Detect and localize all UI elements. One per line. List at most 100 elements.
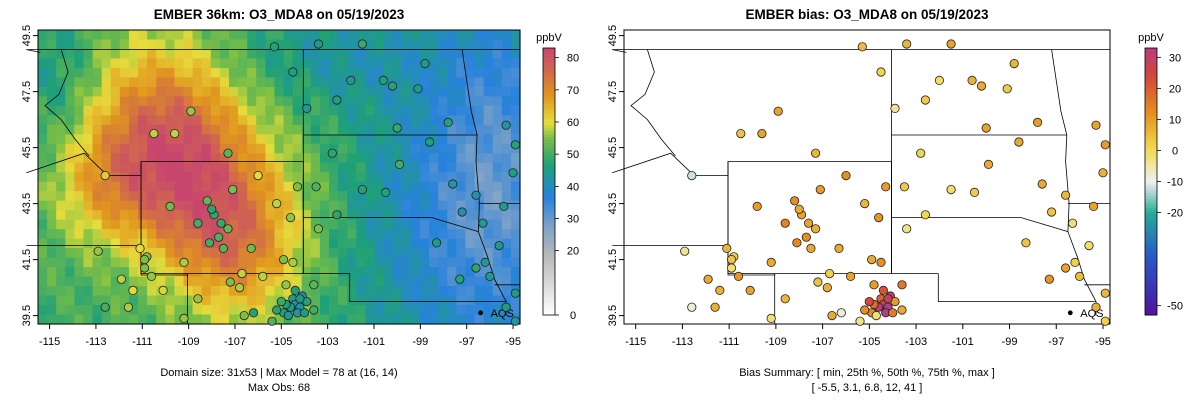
left-station-marker [128,285,138,295]
right-station-marker [857,42,867,52]
left-station-marker [387,81,398,91]
right-station-marker [1009,58,1019,69]
left-station-marker [292,182,303,192]
right-station-marker [860,305,870,315]
left-station-marker [392,123,402,133]
right-station-marker [876,67,886,77]
right-station-marker [876,257,886,267]
right-x-tick-label: -99 [1002,336,1018,348]
right-station-marker [834,243,844,253]
left-station-marker [295,294,305,304]
left-station-marker [223,148,233,158]
left-station-marker [455,274,465,284]
left-colorbar-frame [542,47,556,316]
right-station-marker [1084,241,1094,251]
left-station-marker [170,129,180,139]
right-title: EMBER bias: O3_MDA8 on 05/19/2023 [745,7,989,22]
left-station-marker [480,257,490,267]
right-station-marker [969,187,980,197]
right-station-marker [1100,140,1110,150]
left-x-tick-label: -99 [412,336,428,348]
left-footer-maxobs: Max Obs: 68 [248,382,310,394]
right-station-marker [902,224,912,234]
right-y-tick-label: 45.5 [607,137,619,158]
left-station-marker [207,204,217,214]
right-y-tick-label: 39.5 [607,305,619,326]
right-map-panel: -115 -113 -111 -109 -107 -105 -103 -101 -99 -97 -9… [607,25,1111,348]
left-station-marker [510,140,521,150]
left-station-marker [313,224,323,234]
left-x-tick-label: -109 [178,336,200,348]
right-x-tick-label: -111 [719,336,739,348]
right-station-marker [1037,179,1047,189]
left-station-marker [288,257,298,267]
left-station-marker [216,218,226,228]
right-station-marker [1047,207,1057,217]
right-station-markers [680,39,1110,326]
left-station-marker [239,310,249,321]
right-station-marker [883,294,893,304]
left-station-marker [420,58,430,69]
left-colorbar-tick-label: 0 [570,310,576,322]
left-colorbar-tick-label: 40 [567,181,579,193]
left-station-marker [346,75,356,86]
left-x-tick-label: -111 [132,336,152,348]
right-x-tick-label: -107 [812,336,834,348]
right-station-marker [710,302,720,312]
right-station-marker [1061,263,1071,273]
left-station-marker [278,255,289,265]
left-x-tick-label: -105 [270,336,292,348]
right-station-marker [745,285,755,295]
right-station-marker [902,39,912,49]
right-x-tick-label: -105 [858,336,880,348]
right-station-marker [736,129,746,139]
left-station-marker [443,117,453,128]
right-station-marker [722,243,732,253]
right-colorbar-unit: ppbV [1138,32,1164,44]
right-station-marker [1091,120,1101,130]
right-station-marker [789,196,800,206]
left-station-marker [223,224,233,234]
right-station-marker [983,159,994,169]
right-station-marker [874,213,884,223]
right-station-marker [752,201,762,211]
right-station-marker [946,185,956,195]
left-station-marker [116,274,127,284]
left-station-marker [140,263,150,273]
left-colorbar-unit: ppbV [536,32,562,44]
left-colorbar-tick-label: 80 [567,53,579,65]
right-station-marker [871,310,881,321]
left-colorbar-tick-label: 20 [567,246,579,258]
left-station-marker [100,302,110,312]
right-station-marker [810,148,821,158]
left-station-marker [313,39,323,49]
right-station-marker [1091,302,1101,312]
left-station-marker [332,210,342,220]
left-station-marker [158,285,168,295]
right-station-marker [780,218,790,228]
right-station-marker [976,81,987,91]
right-station-marker [1068,218,1078,228]
left-station-marker [288,67,298,77]
left-station-marker [123,302,133,312]
left-station-marker [457,207,467,217]
right-station-marker [680,246,690,256]
right-station-marker [1075,271,1085,281]
left-station-marker [225,277,235,287]
left-x-tick-label: -103 [317,336,339,348]
left-station-marker [394,159,405,169]
right-station-marker [890,103,900,114]
left-station-marker [494,241,504,251]
right-station-marker [920,210,931,220]
right-aqs-marker [1067,310,1073,316]
left-station-marker [302,103,312,114]
right-colorbar-tick-label: 20 [1169,83,1181,95]
left-station-marker [431,238,442,248]
left-station-marker [471,263,481,273]
left-station-marker [448,179,458,189]
right-station-marker [1089,201,1099,211]
right-station-marker [916,148,926,158]
right-station-marker [726,263,737,273]
left-station-marker [235,282,245,293]
